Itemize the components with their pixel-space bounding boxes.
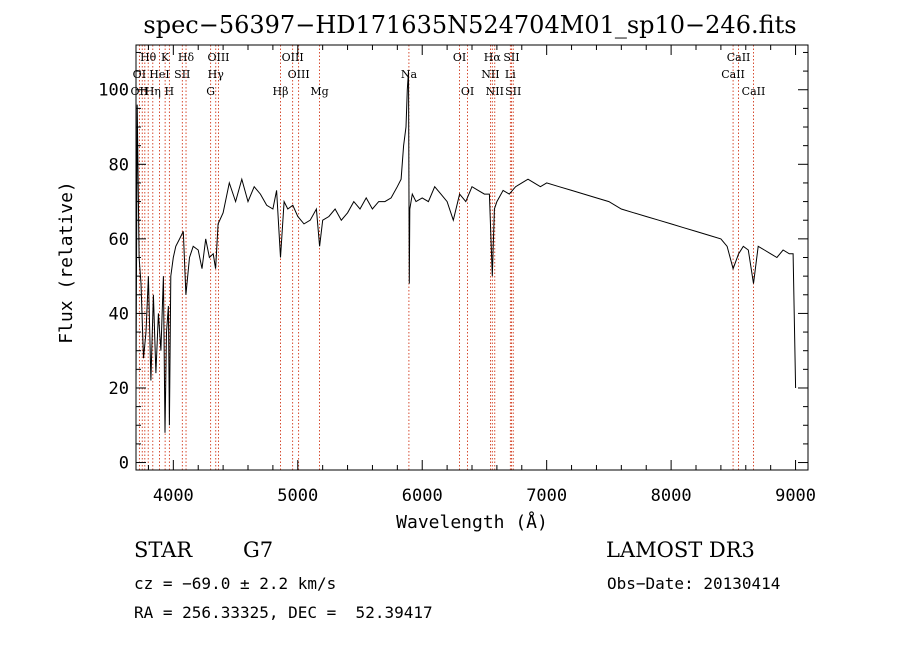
y-tick-label: 0 — [119, 454, 129, 474]
line-label: OI — [461, 85, 474, 98]
x-tick-label: 5000 — [277, 486, 318, 506]
obs-date: Obs−Date: 20130414 — [607, 574, 781, 593]
y-tick-label: 60 — [109, 230, 129, 250]
line-label: Na — [401, 68, 418, 81]
line-label: Hβ — [273, 85, 289, 98]
plot-frame — [135, 44, 809, 471]
line-label: SII — [505, 85, 521, 98]
line-label: CaII — [721, 68, 745, 81]
line-label: SII — [503, 51, 519, 64]
line-label: G — [206, 85, 215, 98]
line-label: Hγ — [208, 68, 225, 81]
x-tick-label: 7000 — [526, 486, 567, 506]
object-class: STAR — [134, 538, 193, 562]
line-label: CaII — [742, 85, 766, 98]
line-label: NII — [486, 85, 504, 98]
line-label: Hδ — [178, 51, 195, 64]
x-tick-label: 4000 — [153, 486, 194, 506]
y-tick-label: 40 — [109, 304, 129, 324]
line-label: HeI — [149, 68, 169, 81]
coordinates: RA = 256.33325, DEC = 52.39417 — [134, 603, 433, 622]
line-label: Hα — [484, 51, 502, 64]
line-label: SII — [174, 68, 190, 81]
line-label: Hθ — [140, 51, 157, 64]
line-label: OIII — [207, 51, 229, 64]
line-label: OIII — [288, 68, 310, 81]
chart-title: spec−56397−HD171635N524704M01_sp10−246.f… — [143, 11, 796, 39]
line-label: OI — [133, 68, 146, 81]
y-axis-label: Flux (relative) — [56, 181, 77, 344]
x-tick-label: 9000 — [775, 486, 816, 506]
x-axis-label: Wavelength (Å) — [396, 511, 548, 533]
spectrum-line — [135, 71, 797, 433]
line-label: OII — [131, 85, 149, 98]
line-label: OIII — [282, 51, 304, 64]
y-tick-label: 100 — [98, 81, 129, 101]
line-label: Li — [505, 68, 516, 81]
survey-name: LAMOST DR3 — [606, 538, 755, 562]
line-label: OI — [453, 51, 466, 64]
line-label: H — [165, 85, 175, 98]
line-label: Hη — [145, 85, 161, 98]
redshift-info: cz = −69.0 ± 2.2 km/s — [134, 574, 337, 593]
line-label: NII — [481, 68, 499, 81]
y-tick-label: 20 — [109, 379, 129, 399]
x-tick-label: 8000 — [651, 486, 692, 506]
line-label: CaII — [727, 51, 751, 64]
line-label: K — [161, 51, 170, 64]
object-subclass: G7 — [243, 538, 274, 562]
x-tick-label: 6000 — [402, 486, 443, 506]
line-label: Mg — [310, 85, 328, 98]
y-tick-label: 80 — [109, 155, 129, 175]
